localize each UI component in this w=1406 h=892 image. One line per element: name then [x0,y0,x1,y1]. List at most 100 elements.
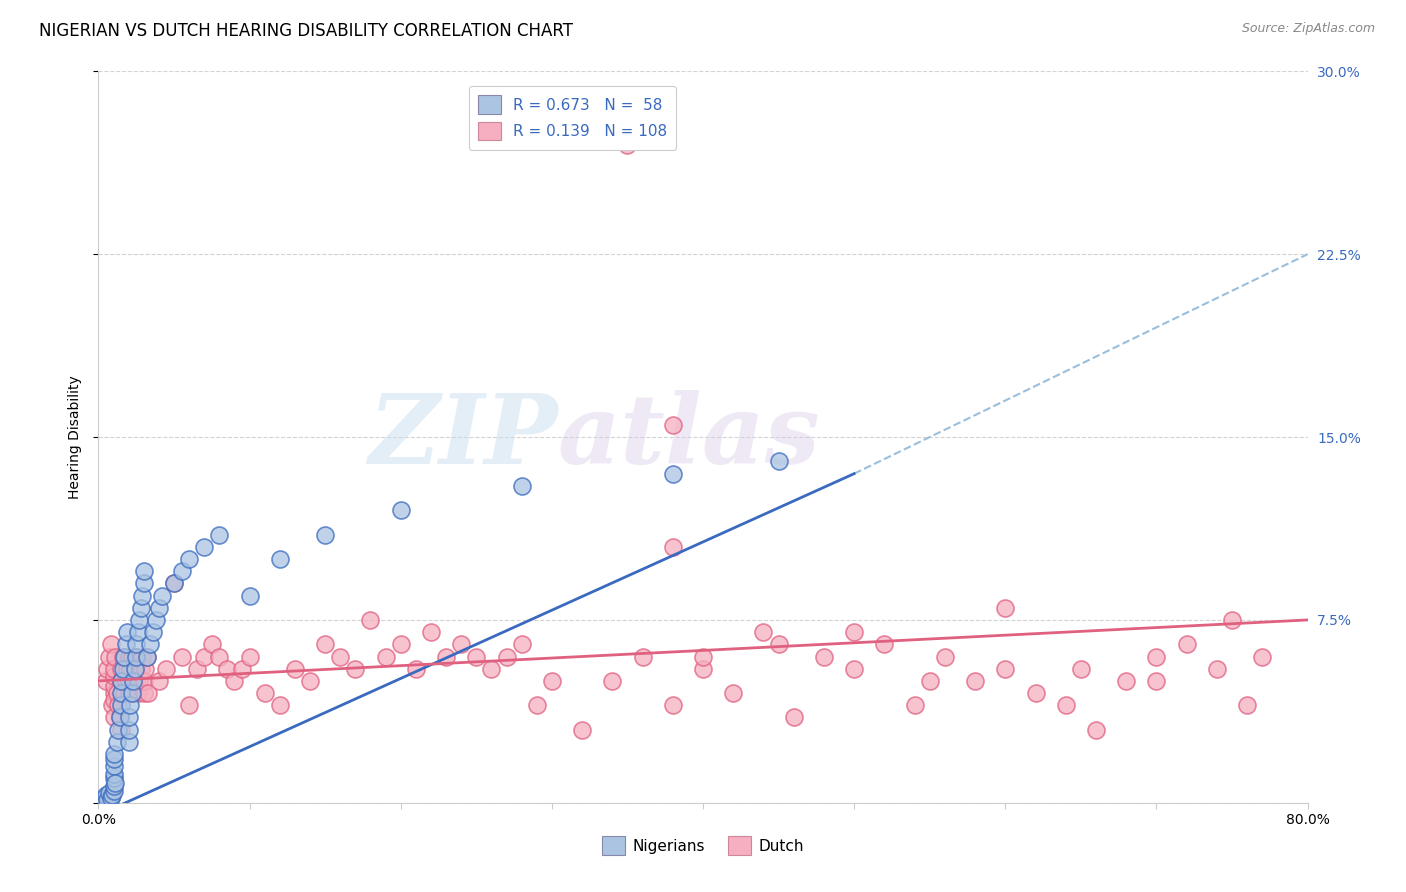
Point [179,552,201,566]
Point [239,649,262,664]
Point [110,662,132,676]
Point [965,673,987,688]
Point [103,772,125,786]
Point [134,662,156,676]
Point [136,686,159,700]
Point [103,693,125,707]
Point [510,637,533,651]
Point [110,673,132,688]
Point [314,637,336,651]
Point [616,137,638,152]
Point [98,786,121,800]
Point [179,698,201,713]
Point [602,673,624,688]
Point [768,637,790,651]
Point [163,576,186,591]
Point [224,673,246,688]
Point [124,673,146,688]
Point [994,662,1017,676]
Point [783,710,806,724]
Point [115,662,138,676]
Point [121,649,143,664]
Text: Source: ZipAtlas.com: Source: ZipAtlas.com [1241,22,1375,36]
Point [103,669,125,683]
Point [115,625,138,640]
Point [120,698,142,713]
Point [329,649,352,664]
Point [103,679,125,693]
Point [450,637,472,651]
Point [1220,613,1243,627]
Point [103,747,125,761]
Point [128,613,150,627]
Point [124,662,146,676]
Point [723,686,745,700]
Point [131,649,153,664]
Point [104,776,127,790]
Point [118,649,141,664]
Point [1024,686,1046,700]
Point [150,589,173,603]
Point [118,735,141,749]
Point [1054,698,1077,713]
Point [96,793,118,807]
Point [122,673,145,688]
Point [314,527,336,541]
Point [360,613,382,627]
Point [269,552,291,566]
Point [193,649,215,664]
Point [125,662,148,676]
Point [813,649,835,664]
Point [101,789,124,803]
Point [104,649,127,664]
Point [118,723,141,737]
Point [752,625,775,640]
Point [101,698,124,713]
Point [170,564,193,578]
Point [129,662,152,676]
Point [344,662,367,676]
Point [540,673,562,688]
Point [103,766,125,780]
Point [103,662,125,676]
Point [1251,649,1274,664]
Point [110,723,132,737]
Text: NIGERIAN VS DUTCH HEARING DISABILITY CORRELATION CHART: NIGERIAN VS DUTCH HEARING DISABILITY COR… [39,22,574,40]
Point [170,649,193,664]
Point [481,662,503,676]
Point [1144,649,1167,664]
Point [208,527,231,541]
Point [127,686,149,700]
Point [631,649,654,664]
Point [1085,723,1108,737]
Point [239,589,262,603]
Point [135,649,157,664]
Point [201,637,224,651]
Point [526,698,548,713]
Point [145,613,167,627]
Point [114,637,136,651]
Point [121,686,143,700]
Point [132,576,155,591]
Point [142,625,165,640]
Point [114,673,136,688]
Point [93,791,115,805]
Text: atlas: atlas [558,390,821,484]
Point [163,576,186,591]
Point [120,662,142,676]
Point [148,600,170,615]
Point [661,467,683,481]
Point [125,637,148,651]
Point [934,649,956,664]
Point [128,673,150,688]
Point [420,625,443,640]
Point [100,637,122,651]
Point [873,637,896,651]
Point [105,686,128,700]
Point [571,723,593,737]
Point [844,662,866,676]
Point [692,649,714,664]
Point [94,789,117,803]
Point [495,649,517,664]
Point [768,454,790,468]
